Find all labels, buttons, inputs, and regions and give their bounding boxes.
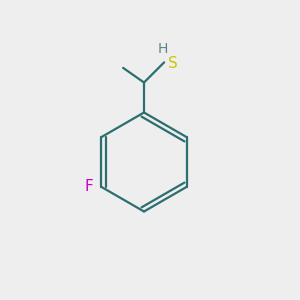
Text: F: F xyxy=(85,179,94,194)
Text: H: H xyxy=(158,42,168,56)
Text: S: S xyxy=(168,56,178,71)
